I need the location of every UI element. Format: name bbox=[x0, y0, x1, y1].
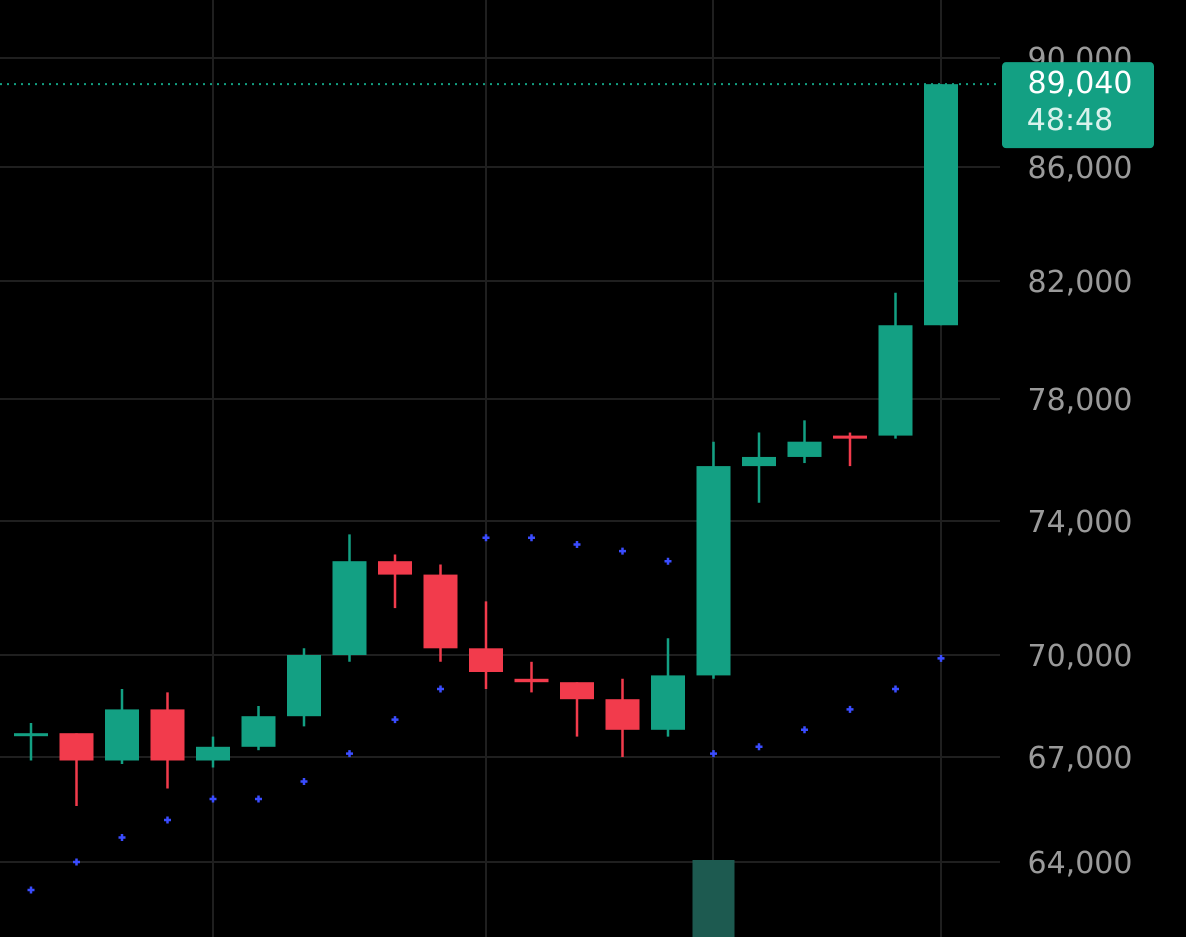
price-axis: 64,000 67,000 70,000 74,000 78,000 82,000 86,0… bbox=[1028, 42, 1133, 881]
candle-down bbox=[150, 692, 185, 789]
psar-dot bbox=[73, 858, 80, 866]
candle-body bbox=[105, 709, 139, 761]
candle-body bbox=[787, 441, 822, 457]
psar-dot bbox=[710, 750, 717, 758]
psar-dot bbox=[300, 778, 308, 785]
psar-dot bbox=[118, 834, 126, 841]
grid-lines bbox=[0, 0, 1000, 937]
y-tick-label: 67,000 bbox=[1028, 741, 1133, 776]
candle-body bbox=[514, 678, 549, 683]
psar-dot bbox=[482, 534, 490, 542]
candle-body bbox=[560, 682, 594, 700]
candle-down bbox=[469, 601, 503, 689]
candle-up bbox=[924, 84, 958, 326]
candle-down bbox=[833, 432, 867, 467]
candle-body bbox=[196, 746, 230, 761]
candle-down bbox=[514, 661, 549, 693]
psar-dot bbox=[255, 795, 262, 803]
y-tick-label: 78,000 bbox=[1028, 383, 1133, 418]
psar-dot bbox=[437, 685, 444, 693]
candle-body bbox=[14, 733, 48, 737]
candle-up bbox=[696, 441, 731, 679]
candle-up bbox=[787, 420, 822, 464]
candle-up bbox=[742, 432, 776, 503]
candle-down bbox=[59, 733, 94, 806]
candle-body bbox=[423, 574, 458, 649]
candle-body bbox=[878, 325, 913, 436]
candle-body bbox=[378, 561, 412, 575]
volume-bars bbox=[692, 860, 735, 937]
psar-dot bbox=[937, 654, 945, 662]
candle-up bbox=[651, 638, 685, 737]
candle-body bbox=[605, 699, 640, 730]
candle-countdown: 48:48 bbox=[1027, 103, 1113, 138]
candle-body bbox=[287, 655, 321, 717]
psar-dot bbox=[664, 557, 672, 565]
psar-dot bbox=[209, 795, 217, 803]
y-tick-label: 74,000 bbox=[1028, 505, 1133, 540]
volume-bar bbox=[692, 860, 735, 937]
psar-dot bbox=[755, 743, 763, 751]
candle-down bbox=[423, 564, 458, 662]
candle-body bbox=[833, 435, 867, 439]
candle-down bbox=[605, 678, 640, 757]
psar-dot bbox=[619, 547, 626, 555]
candle-body bbox=[469, 648, 503, 672]
candle-up bbox=[287, 648, 321, 727]
candle-body bbox=[742, 456, 776, 467]
candle-down bbox=[560, 682, 594, 737]
candle-body bbox=[150, 709, 185, 761]
psar-dot bbox=[528, 534, 535, 542]
psar-dot bbox=[164, 816, 171, 824]
candle-up bbox=[241, 706, 276, 751]
parabolic-sar bbox=[27, 534, 945, 894]
candle-body bbox=[241, 716, 276, 747]
psar-dot bbox=[346, 750, 353, 758]
candle-up bbox=[14, 723, 48, 761]
candle-body bbox=[332, 561, 367, 655]
psar-dot bbox=[573, 540, 581, 548]
candle-body bbox=[651, 675, 685, 730]
y-tick-label: 70,000 bbox=[1028, 639, 1133, 674]
candle-down bbox=[378, 554, 412, 609]
psar-dot bbox=[27, 886, 35, 894]
candle-body bbox=[924, 84, 958, 326]
candle-up bbox=[196, 736, 230, 768]
candle-up bbox=[878, 292, 913, 439]
psar-dot bbox=[391, 716, 399, 724]
psar-dot bbox=[846, 705, 854, 713]
candle-body bbox=[59, 733, 94, 761]
psar-dot bbox=[892, 685, 899, 693]
candle-body bbox=[696, 466, 731, 676]
candle-up bbox=[332, 534, 367, 662]
last-price-tag: 89,040 48:48 bbox=[1002, 62, 1154, 149]
y-tick-label: 82,000 bbox=[1028, 265, 1133, 300]
psar-dot bbox=[801, 726, 808, 734]
y-tick-label: 64,000 bbox=[1028, 846, 1133, 881]
candle-up bbox=[105, 689, 139, 764]
candlesticks bbox=[14, 84, 958, 806]
last-price-label: 89,040 bbox=[1028, 66, 1133, 101]
y-tick-label: 86,000 bbox=[1028, 151, 1133, 186]
